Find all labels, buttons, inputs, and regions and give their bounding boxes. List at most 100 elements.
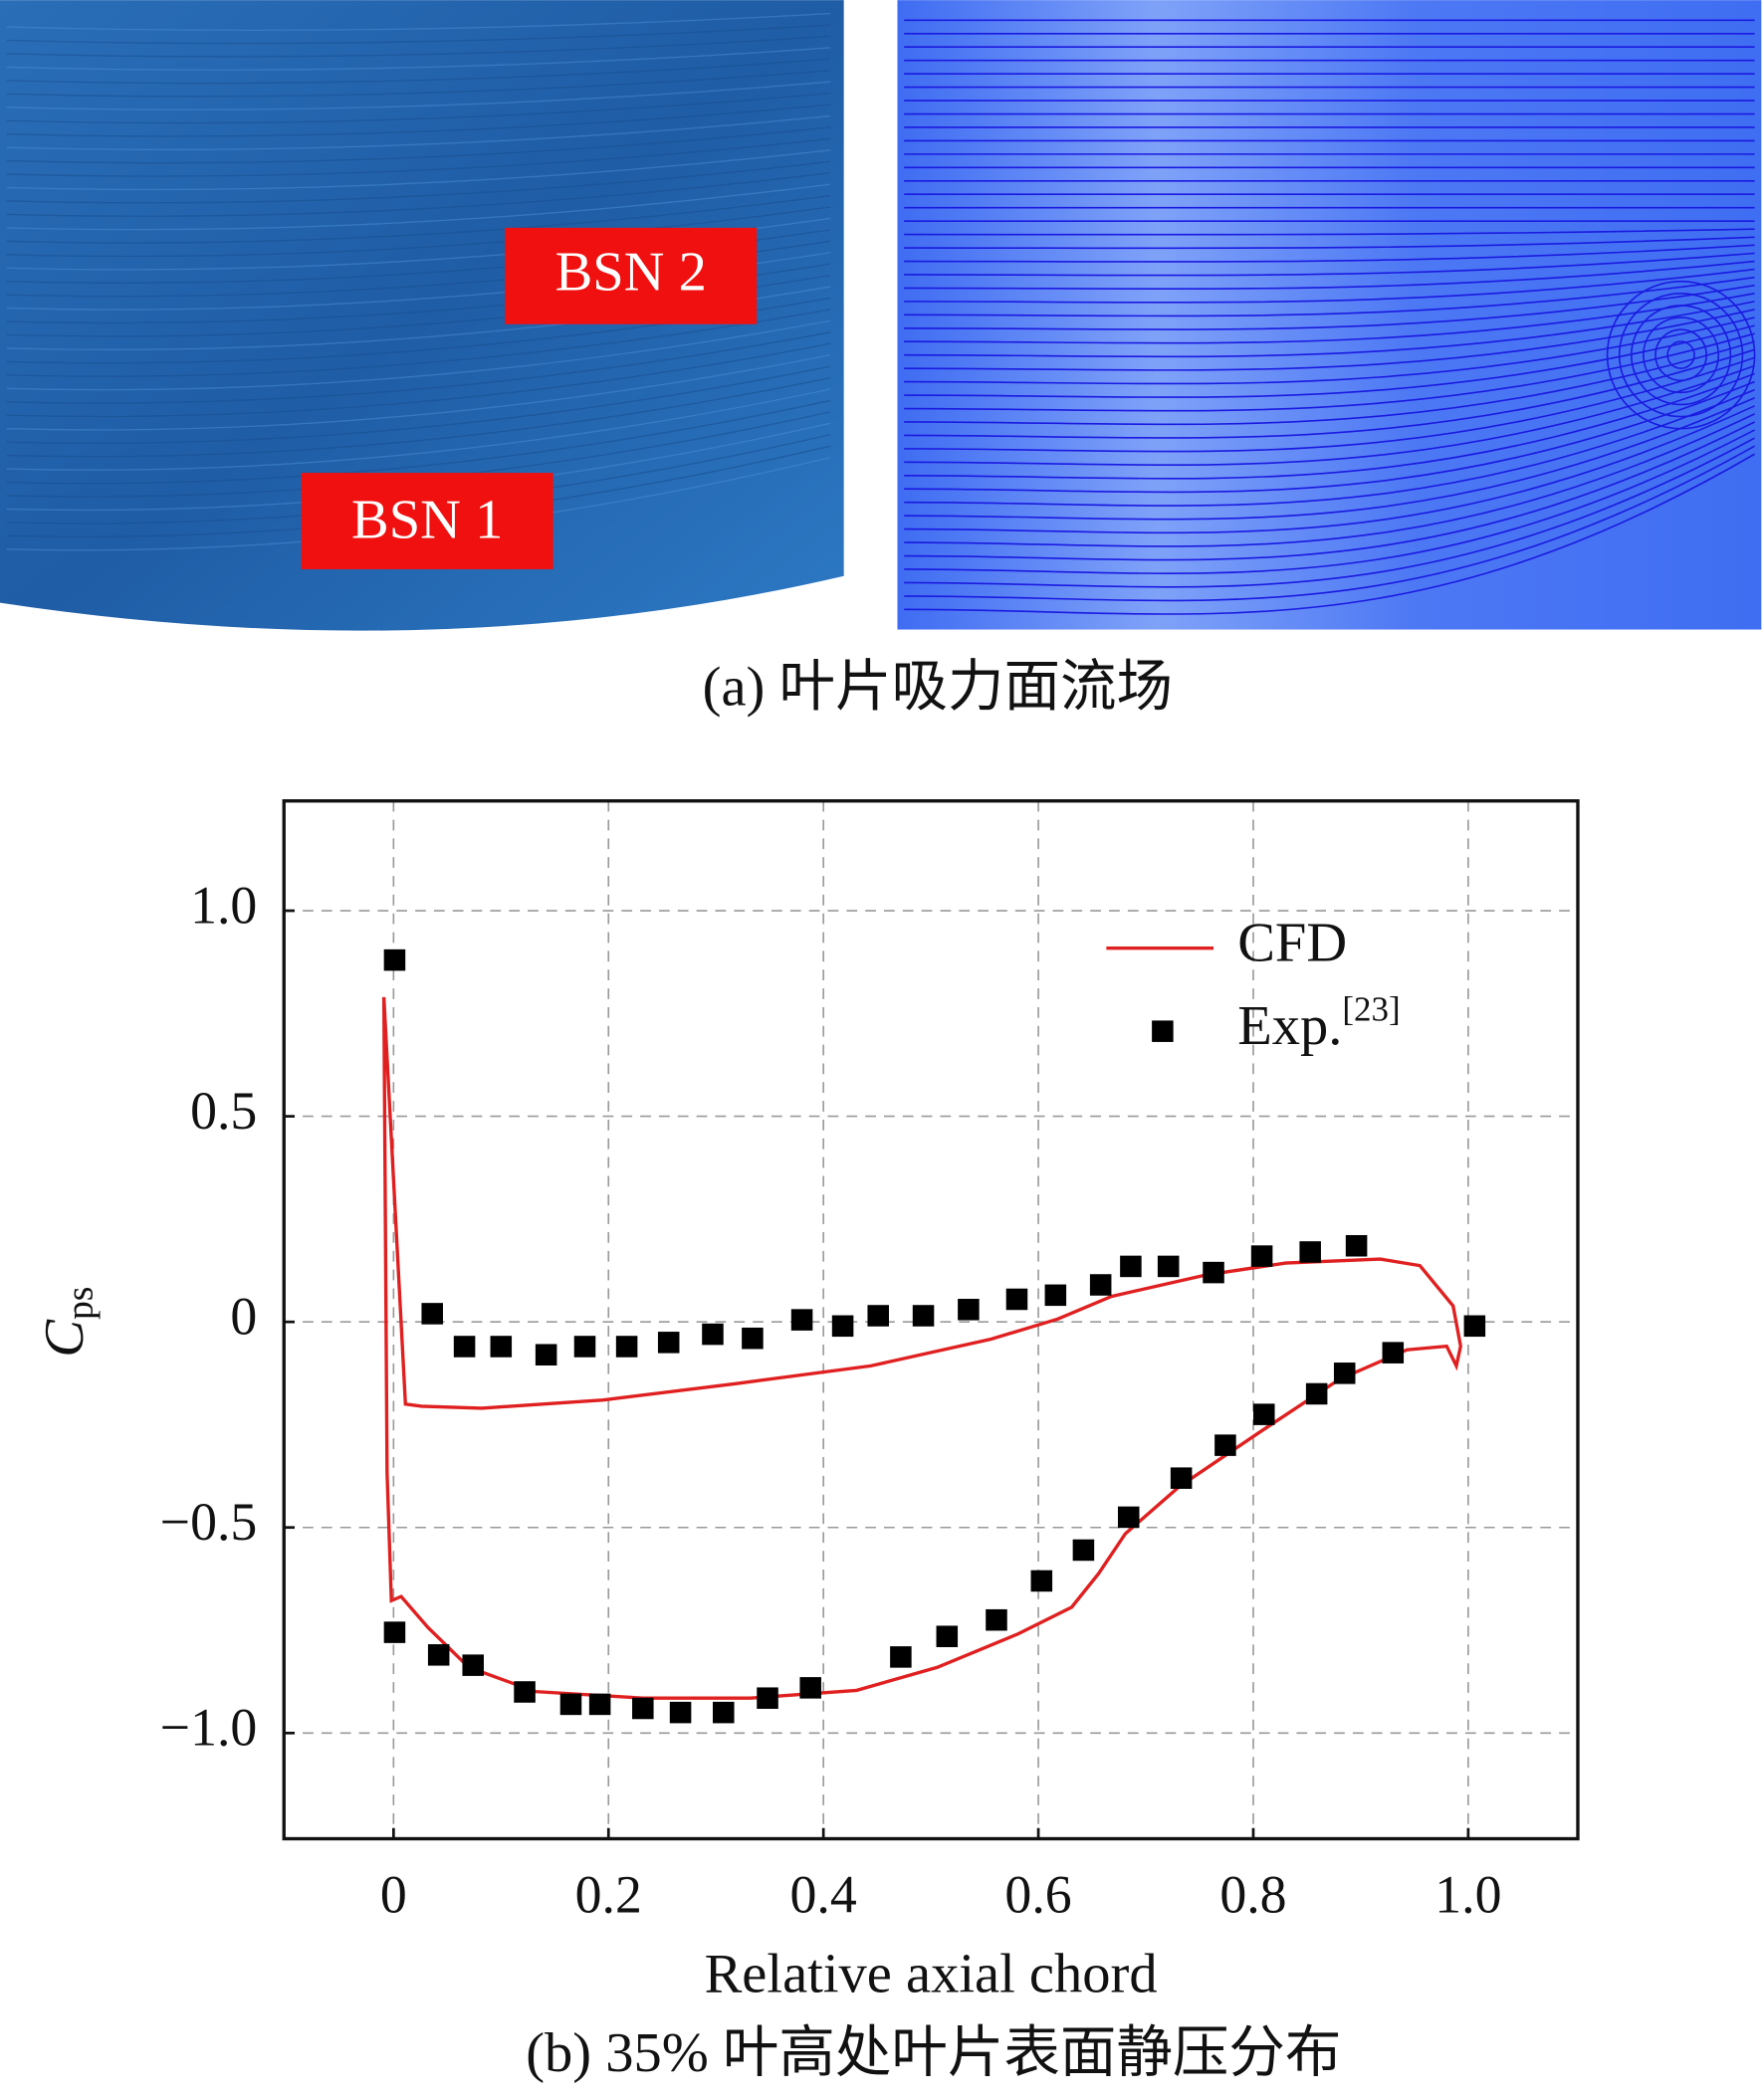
streak bbox=[6, 331, 831, 404]
streak bbox=[6, 309, 831, 377]
y-tick-label: 1.0 bbox=[190, 875, 257, 935]
streamline bbox=[904, 228, 1755, 236]
streamline bbox=[904, 356, 1755, 453]
y-axis-label: Cps bbox=[34, 1287, 101, 1358]
plot-frame bbox=[282, 799, 1580, 1841]
exp-marker bbox=[1072, 1539, 1095, 1562]
streak bbox=[6, 206, 831, 258]
streak bbox=[6, 365, 831, 445]
exp-marker bbox=[1252, 1403, 1275, 1425]
streamline bbox=[904, 445, 1755, 602]
exp-marker bbox=[790, 1309, 813, 1331]
legend-reference: [23] bbox=[1342, 989, 1400, 1028]
streamlines bbox=[904, 19, 1756, 615]
streak bbox=[6, 12, 831, 32]
exp-marker bbox=[657, 1332, 680, 1354]
vortex bbox=[1606, 280, 1756, 430]
vortex bbox=[1630, 305, 1732, 406]
streamline bbox=[904, 260, 1755, 291]
y-axis-label-sub: ps bbox=[59, 1287, 101, 1320]
exp-marker bbox=[1345, 1234, 1368, 1257]
streamline bbox=[904, 405, 1755, 534]
streamline bbox=[904, 244, 1755, 263]
vortex bbox=[1666, 340, 1695, 369]
y-tick-label: 0 bbox=[230, 1287, 257, 1347]
streak bbox=[6, 376, 831, 458]
exp-marker bbox=[831, 1315, 854, 1338]
streamline bbox=[904, 380, 1755, 494]
exp-marker bbox=[1089, 1274, 1112, 1296]
exp-marker bbox=[1030, 1570, 1053, 1592]
y-tick-label: −1.0 bbox=[160, 1698, 258, 1758]
streak bbox=[6, 70, 831, 98]
streamline bbox=[904, 236, 1755, 250]
exp-marker bbox=[669, 1701, 692, 1724]
exp-marker bbox=[890, 1646, 912, 1668]
x-tick-label: 0.4 bbox=[790, 1865, 857, 1925]
exp-marker bbox=[1157, 1255, 1180, 1278]
streamline bbox=[904, 293, 1755, 344]
x-tick-label: 0.2 bbox=[575, 1865, 642, 1925]
exp-marker bbox=[1382, 1342, 1405, 1364]
streak bbox=[6, 35, 831, 58]
exp-marker bbox=[514, 1681, 536, 1703]
streak bbox=[6, 319, 831, 391]
y-axis-label-main: C bbox=[34, 1319, 96, 1358]
exp-marker bbox=[1044, 1284, 1067, 1307]
exp-marker bbox=[867, 1305, 889, 1327]
exp-marker bbox=[535, 1344, 557, 1365]
region-label: BSN 2 bbox=[555, 242, 707, 304]
streak bbox=[6, 137, 831, 177]
exp-marker bbox=[490, 1336, 513, 1358]
exp-marker bbox=[588, 1693, 611, 1716]
streak bbox=[6, 194, 831, 244]
exp-marker bbox=[702, 1323, 724, 1346]
label-box bbox=[505, 227, 758, 324]
streamline bbox=[904, 324, 1755, 398]
exp-marker bbox=[712, 1701, 735, 1724]
streamline bbox=[904, 421, 1755, 561]
streamline bbox=[904, 372, 1755, 480]
streamline bbox=[904, 397, 1755, 521]
exp-marker bbox=[1333, 1363, 1356, 1384]
y-tick-label: 0.5 bbox=[190, 1081, 257, 1141]
streak bbox=[6, 126, 831, 164]
label-box bbox=[301, 473, 553, 569]
exp-marker bbox=[383, 948, 406, 971]
streamline bbox=[904, 388, 1755, 507]
streamline bbox=[904, 252, 1755, 277]
streak bbox=[6, 342, 831, 418]
streak bbox=[6, 104, 831, 137]
exp-marker bbox=[1214, 1434, 1236, 1456]
exp-marker bbox=[757, 1687, 778, 1709]
exp-marker bbox=[421, 1303, 443, 1325]
exp-marker bbox=[427, 1644, 450, 1666]
streak bbox=[6, 92, 831, 124]
caption: (b) 35% 叶高处叶片表面静压分布 bbox=[526, 2022, 1341, 2084]
legend-label: Exp. bbox=[1237, 995, 1342, 1057]
streak bbox=[6, 172, 831, 217]
exp-marker bbox=[1117, 1506, 1140, 1529]
streamline bbox=[904, 316, 1755, 385]
streamline bbox=[904, 453, 1755, 615]
exp-marker bbox=[559, 1693, 582, 1716]
exp-marker bbox=[912, 1305, 935, 1327]
streak bbox=[6, 149, 831, 191]
streak bbox=[6, 114, 831, 150]
exp-marker bbox=[958, 1299, 980, 1321]
x-tick-label: 0 bbox=[380, 1865, 407, 1925]
vortex bbox=[1618, 292, 1744, 418]
exp-marker bbox=[1305, 1382, 1328, 1405]
exp-marker bbox=[632, 1697, 654, 1720]
exp-marker bbox=[1463, 1315, 1486, 1338]
streak bbox=[6, 81, 831, 110]
y-tick-label: −0.5 bbox=[160, 1492, 258, 1552]
streamline bbox=[904, 413, 1755, 547]
exp-marker bbox=[1120, 1255, 1142, 1278]
exp-marker bbox=[453, 1336, 476, 1358]
streak bbox=[6, 388, 831, 471]
streak bbox=[6, 58, 831, 85]
streamline bbox=[904, 268, 1755, 304]
x-tick-label: 0.6 bbox=[1004, 1865, 1071, 1925]
